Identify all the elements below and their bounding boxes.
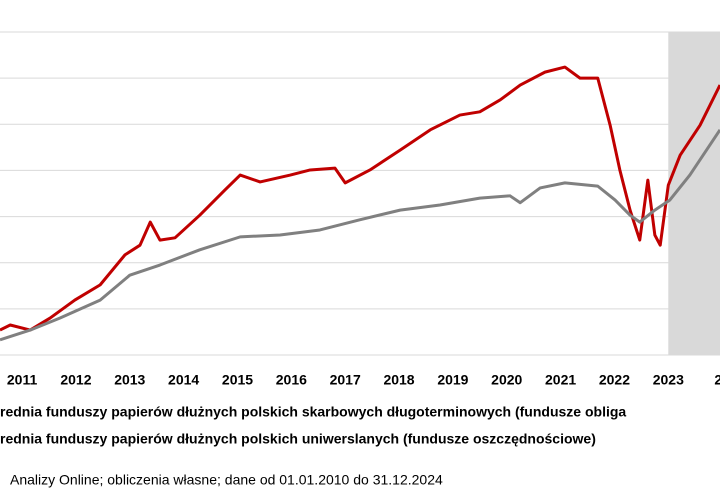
data-line [0, 128, 720, 342]
x-tick-label: 2013 [114, 372, 145, 388]
x-tick-label: 2023 [653, 372, 684, 388]
x-tick-label: 2014 [168, 372, 199, 388]
x-tick-label: 2021 [545, 372, 576, 388]
x-tick-label: 2016 [276, 372, 307, 388]
x-tick-label: 2022 [599, 372, 630, 388]
x-tick-label: 2012 [60, 372, 91, 388]
x-tick-label: 2020 [491, 372, 522, 388]
x-tick-label: 2019 [437, 372, 468, 388]
legend-entry: rednia funduszy papierów dłużnych polski… [0, 404, 626, 420]
x-tick-label: 20 [714, 372, 720, 388]
x-tick-label: 2015 [222, 372, 253, 388]
x-tick-label: 2018 [383, 372, 414, 388]
legend-entry: rednia funduszy papierów dłużnych polski… [0, 431, 596, 447]
source-note: Analizy Online; obliczenia własne; dane … [10, 472, 443, 488]
x-tick-label: 2017 [330, 372, 361, 388]
x-tick-label: 2011 [7, 372, 38, 388]
